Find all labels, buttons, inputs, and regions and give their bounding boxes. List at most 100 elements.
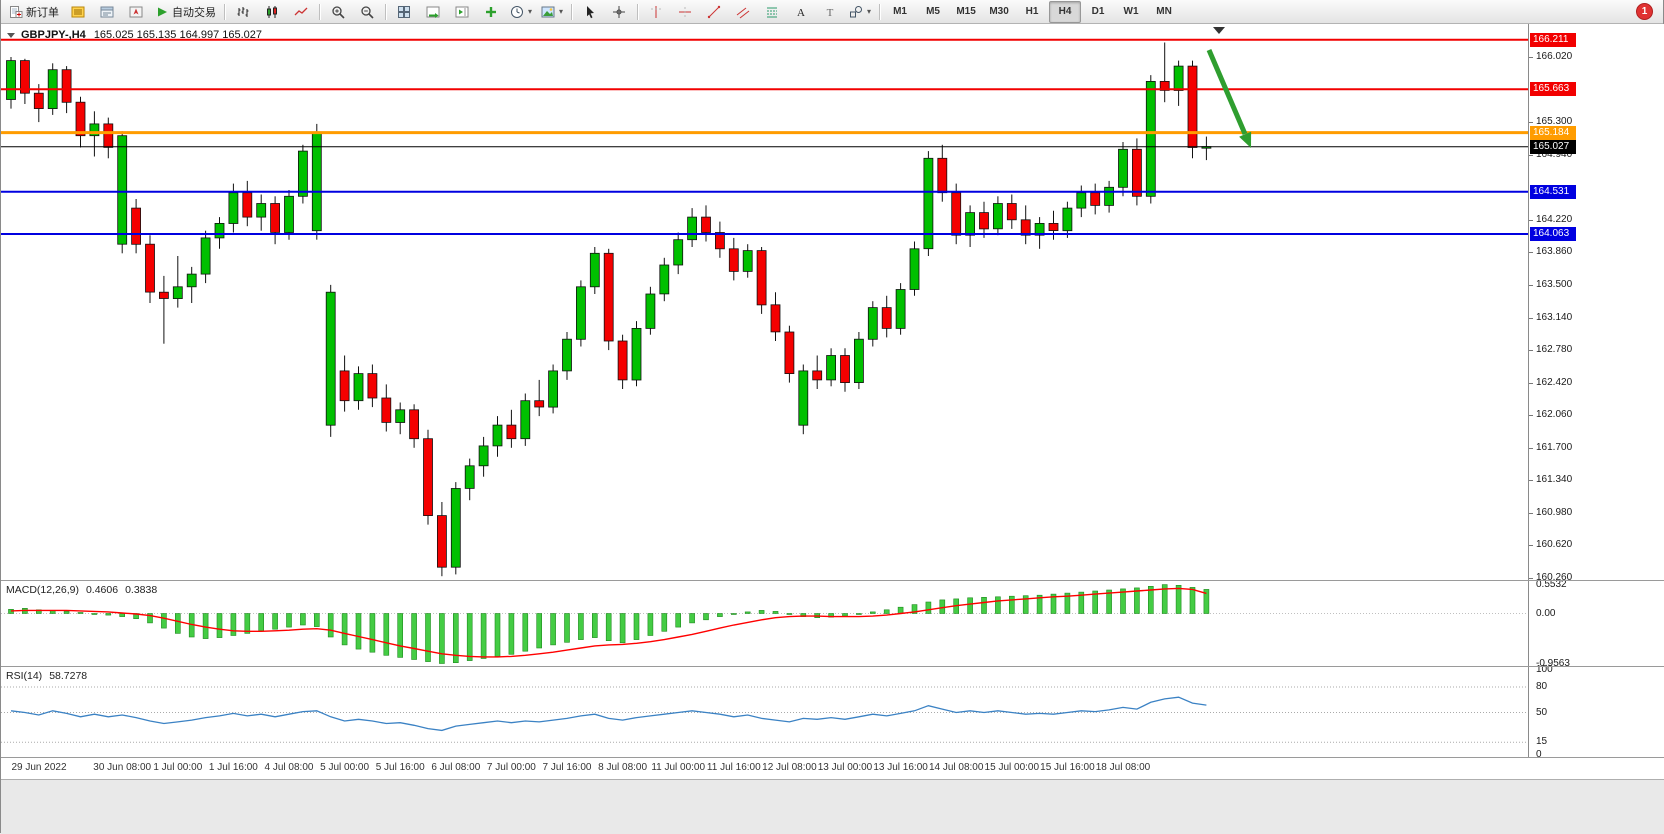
price-tickmark: [1529, 155, 1533, 156]
channel-icon: [736, 5, 750, 19]
time-axis-label: 6 Jul 08:00: [431, 762, 481, 773]
template-icon: [541, 5, 555, 19]
text-label-button[interactable]: T: [816, 1, 844, 23]
timeframe-m5-button[interactable]: M5: [926, 6, 940, 17]
macd-axis-label: -0.9563: [1536, 658, 1570, 669]
zoom-out-button[interactable]: [353, 1, 381, 23]
time-axis[interactable]: 29 Jun 2022 30 Jun 08:00 1 Jul 00:00 1 Jul …: [1, 758, 1664, 779]
autotrade-button[interactable]: 自动交易: [151, 1, 220, 23]
pane-separator[interactable]: [1, 580, 1664, 581]
text-icon: A: [794, 5, 808, 19]
trendline-button[interactable]: [700, 1, 728, 23]
timeframe-m30-button[interactable]: M30: [989, 6, 1009, 17]
price-tickmark: [1529, 220, 1533, 221]
new-order-icon: [9, 5, 23, 19]
price-line-badge[interactable]: 164.063: [1530, 227, 1576, 241]
price-tick-label: 164.220: [1536, 214, 1573, 225]
tile-windows-button[interactable]: [390, 1, 418, 23]
rsi-axis-label: 80: [1536, 681, 1548, 692]
market-watch-button[interactable]: [64, 1, 92, 23]
price-tick-label: 164.940: [1536, 149, 1573, 160]
timeframe-toolbar: M1 M5 M15 M30 H1 H4 D1 W1 MN: [884, 0, 1180, 23]
time-axis-label: 4 Jul 08:00: [264, 762, 314, 773]
rsi-indicator-pane[interactable]: [1, 667, 1528, 757]
fibonacci-button[interactable]: [758, 1, 786, 23]
time-axis-label: 11 Jul 00:00: [651, 762, 706, 773]
macd-histogram: [8, 584, 1210, 664]
toolbar-separator: [319, 3, 320, 20]
candle-chart-button[interactable]: [258, 1, 286, 23]
zoom-in-button[interactable]: [324, 1, 352, 23]
new-order-button[interactable]: 新订单: [5, 1, 63, 23]
time-axis-label: 7 Jul 16:00: [542, 762, 592, 773]
channel-button[interactable]: [729, 1, 757, 23]
price-scale[interactable]: 166.020 165.300 164.940 164.220 163.860 163.5…: [1528, 24, 1664, 779]
market-watch-icon: [71, 5, 85, 19]
time-axis-label: 29 Jun 2022: [11, 762, 67, 773]
crosshair-button[interactable]: [605, 1, 633, 23]
price-tickmark: [1529, 513, 1533, 514]
timeframe-h1-button[interactable]: H1: [1025, 6, 1039, 17]
label-icon: T: [823, 5, 837, 19]
macd-main-value: 0.4606: [85, 584, 119, 596]
bars-icon: [236, 5, 250, 19]
timeframe-w1-button[interactable]: W1: [1123, 6, 1139, 17]
vertical-line-button[interactable]: [642, 1, 670, 23]
price-tick-label: 160.980: [1536, 507, 1573, 518]
rsi-label: RSI(14) 58.7278: [6, 670, 87, 682]
pane-separator[interactable]: [1, 666, 1664, 667]
time-axis-label: 15 Jul 16:00: [1040, 762, 1095, 773]
macd-indicator-name: MACD(12,26,9): [6, 584, 79, 596]
clock-icon: [510, 5, 524, 19]
timeframe-d1-button[interactable]: D1: [1091, 6, 1105, 17]
trend-arrow-object[interactable]: [1206, 49, 1248, 135]
crosshair-icon: [612, 5, 626, 19]
bar-chart-button[interactable]: [229, 1, 257, 23]
price-line-badge[interactable]: 165.663: [1530, 82, 1576, 96]
auto-scroll-button[interactable]: [419, 1, 447, 23]
navigator-button[interactable]: [122, 1, 150, 23]
text-button[interactable]: A: [787, 1, 815, 23]
timeframe-h4-button[interactable]: H4: [1049, 0, 1082, 23]
price-line-badge[interactable]: 166.211: [1530, 33, 1576, 47]
rsi-axis-label: 100: [1536, 664, 1553, 675]
periods-button[interactable]: ▾: [506, 1, 536, 23]
toolbar-separator: [385, 3, 386, 20]
time-axis-label: 15 Jul 00:00: [984, 762, 1040, 773]
timeframe-m1-button[interactable]: M1: [893, 6, 907, 17]
macd-indicator-pane[interactable]: [1, 581, 1528, 666]
shapes-button[interactable]: ▾: [845, 1, 875, 23]
hline-icon: [678, 5, 692, 19]
timeframe-m15-button[interactable]: M15: [956, 6, 976, 17]
dropdown-arrow-icon[interactable]: ▾: [528, 7, 533, 16]
timeframe-mn-button[interactable]: MN: [1156, 6, 1172, 17]
time-axis-label: 1 Jul 00:00: [153, 762, 203, 773]
price-line-badge[interactable]: 164.531: [1530, 185, 1576, 199]
price-tick-label: 163.860: [1536, 246, 1573, 257]
templates-button[interactable]: ▾: [537, 1, 567, 23]
notification-badge[interactable]: 1: [1636, 3, 1653, 20]
price-tickmark: [1529, 383, 1533, 384]
window-menu-icon[interactable]: [7, 32, 15, 38]
price-line-badge[interactable]: 165.184: [1530, 126, 1576, 140]
time-axis-label: 1 Jul 16:00: [208, 762, 258, 773]
line-icon: [294, 5, 308, 19]
data-window-icon: [100, 5, 114, 19]
chart-window: GBPJPY-,H4 165.025 165.135 164.997 165.0…: [1, 24, 1664, 779]
shapes-icon: [849, 5, 863, 19]
horizontal-line-button[interactable]: [671, 1, 699, 23]
indicators-button[interactable]: [477, 1, 505, 23]
time-axis-label: 30 Jun 08:00: [93, 762, 152, 773]
chart-shift-button[interactable]: [448, 1, 476, 23]
data-window-button[interactable]: [93, 1, 121, 23]
chart-shift-marker[interactable]: [1213, 27, 1225, 34]
cursor-button[interactable]: [576, 1, 604, 23]
macd-axis-label: 0.5532: [1536, 579, 1567, 590]
main-price-chart[interactable]: [1, 24, 1528, 580]
line-chart-button[interactable]: [287, 1, 315, 23]
price-line-badge[interactable]: 165.027: [1530, 140, 1576, 154]
dropdown-arrow-icon[interactable]: ▾: [867, 7, 872, 16]
trend-arrow-head: [1239, 131, 1252, 148]
dropdown-arrow-icon[interactable]: ▾: [559, 7, 564, 16]
